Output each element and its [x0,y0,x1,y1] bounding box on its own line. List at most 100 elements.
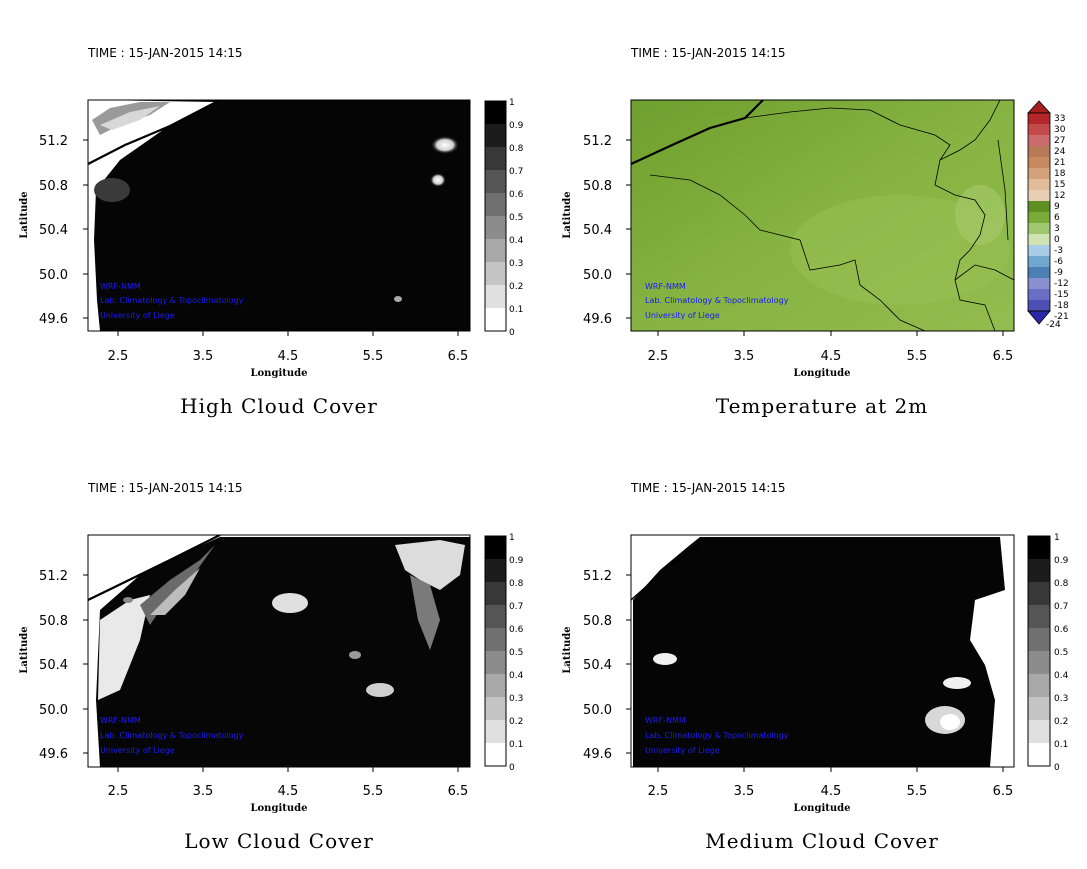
colorbar-label: 0.4 [1054,671,1069,681]
y-tick-label: 51.2 [39,134,68,149]
x-tick-label: 5.5 [363,349,384,364]
panel-time-label: TIME : 15-JAN-2015 14:15 [630,46,786,60]
x-tick-label: 4.5 [278,349,299,364]
panel-high-cloud: TIME : 15-JAN-2015 14:15 2.5 3.5 4.5 5.5… [19,46,524,418]
colorbar-label: 15 [1054,180,1065,190]
colorbar: 1 0.9 0.8 0.7 0.6 0.5 0.4 0.3 0.2 0.1 0 [484,533,524,773]
colorbar-label: -3 [1054,246,1063,256]
x-axis-ticks: 2.5 3.5 4.5 5.5 6.5 [648,767,1013,799]
y-tick-label: 50.0 [583,268,612,283]
colorbar-label: 0.1 [509,740,523,750]
colorbar-label: 18 [1054,169,1066,179]
y-tick-label: 50.4 [583,658,612,673]
x-tick-label: 2.5 [648,349,669,364]
y-tick-label: 50.0 [583,703,612,718]
y-tick-label: 50.8 [39,614,68,629]
y-tick-label: 50.8 [39,179,68,194]
x-tick-label: 6.5 [448,784,469,799]
colorbar-label: -9 [1054,268,1063,278]
credit-line: WRF-NMM [645,716,686,725]
colorbar: 33 30 27 24 21 18 15 12 9 6 3 0 -3 -6 -9… [1027,100,1069,330]
y-tick-label: 51.2 [39,569,68,584]
colorbar-label: 0.6 [509,190,524,200]
y-tick-label: 49.6 [39,312,68,327]
x-tick-label: 2.5 [108,784,129,799]
x-tick-label: 6.5 [993,349,1014,364]
x-axis-title: Longitude [250,368,307,379]
colorbar-label: 0.9 [1054,556,1069,566]
colorbar-label: -12 [1054,279,1069,289]
x-tick-label: 5.5 [907,784,928,799]
colorbar-label: 1 [509,98,515,108]
y-axis-title: Latitude [19,626,30,673]
y-tick-label: 51.2 [583,134,612,149]
y-axis-ticks: 51.2 50.8 50.4 50.0 49.6 [39,569,88,762]
colorbar-label: 0 [1054,763,1060,773]
credit-line: WRF-NMM [100,716,141,725]
x-axis-title: Longitude [793,368,850,379]
credit-line: Lab. Climatology & Topoclimatology [645,731,789,740]
y-axis-ticks: 51.2 50.8 50.4 50.0 49.6 [583,134,631,327]
x-tick-label: 5.5 [363,784,384,799]
y-tick-label: 50.8 [583,179,612,194]
colorbar-label: 0.5 [509,213,523,223]
colorbar-label: 0.2 [509,717,523,727]
colorbar-label: 0.8 [1054,579,1069,589]
colorbar-label: 9 [1054,202,1060,212]
credits-block: WRF-NMM Lab. Climatology & Topoclimatolo… [100,716,244,755]
colorbar-label: 30 [1054,125,1066,135]
panel-caption: Medium Cloud Cover [705,829,939,853]
y-axis-title: Latitude [19,191,30,238]
colorbar-label: 0 [509,763,515,773]
panel-time-label: TIME : 15-JAN-2015 14:15 [87,481,243,495]
x-tick-label: 2.5 [648,784,669,799]
colorbar-label: 0.8 [509,144,524,154]
y-tick-label: 49.6 [583,312,612,327]
x-tick-label: 4.5 [821,784,842,799]
panel-caption: High Cloud Cover [180,394,378,418]
credit-line: WRF-NMM [100,282,141,291]
panel-caption: Temperature at 2m [716,394,928,418]
colorbar-label: 3 [1054,224,1060,234]
colorbar-label: 0.7 [509,602,523,612]
credits-block: WRF-NMM Lab. Climatology & Topoclimatolo… [100,282,244,320]
x-tick-label: 3.5 [734,784,755,799]
y-axis-title: Latitude [562,191,573,238]
panel-temperature: TIME : 15-JAN-2015 14:15 2.5 3.5 4.5 5.5… [562,46,1069,418]
map-field [88,535,470,767]
credits-block: WRF-NMM Lab. Climatology & Topoclimatolo… [645,282,789,320]
colorbar-label: 0.9 [509,556,524,566]
panel-time-label: TIME : 15-JAN-2015 14:15 [87,46,243,60]
x-tick-label: 3.5 [193,349,214,364]
x-axis-ticks: 2.5 3.5 4.5 5.5 6.5 [648,331,1014,364]
colorbar-label: 0.2 [1054,717,1068,727]
colorbar: 1 0.9 0.8 0.7 0.6 0.5 0.4 0.3 0.2 0.1 0 [1027,533,1069,773]
map-field [631,100,1014,331]
y-tick-label: 49.6 [39,747,68,762]
colorbar-label: -6 [1054,257,1063,267]
x-tick-label: 6.5 [448,349,469,364]
colorbar-label: 1 [509,533,515,543]
x-tick-label: 5.5 [907,349,928,364]
colorbar-label: 0.6 [509,625,524,635]
y-tick-label: 49.6 [583,747,612,762]
y-tick-label: 50.0 [39,703,68,718]
colorbar-label: 0.1 [509,305,523,315]
credits-block: WRF-NMM Lab. Climatology & Topoclimatolo… [645,716,789,755]
colorbar-label: 0.5 [1054,648,1068,658]
credit-line: Lab. Climatology & Topoclimatology [100,731,244,740]
colorbar-label: 0.2 [509,282,523,292]
y-tick-label: 50.4 [39,223,68,238]
colorbar: 1 0.9 0.8 0.7 0.6 0.5 0.4 0.3 0.2 0.1 0 [484,98,524,338]
colorbar-label: 0.1 [1054,740,1068,750]
x-tick-label: 3.5 [193,784,214,799]
colorbar-label: 0.9 [509,121,524,131]
panel-medium-cloud: TIME : 15-JAN-2015 14:15 2.5 3.5 4.5 5.5… [562,481,1069,853]
y-axis-ticks: 51.2 50.8 50.4 50.0 49.6 [583,569,631,762]
y-axis-ticks: 51.2 50.8 50.4 50.0 49.6 [39,134,88,327]
colorbar-label: -18 [1054,301,1069,311]
map-field [88,100,470,331]
panel-caption: Low Cloud Cover [184,829,374,853]
colorbar-label: 0.7 [509,167,523,177]
